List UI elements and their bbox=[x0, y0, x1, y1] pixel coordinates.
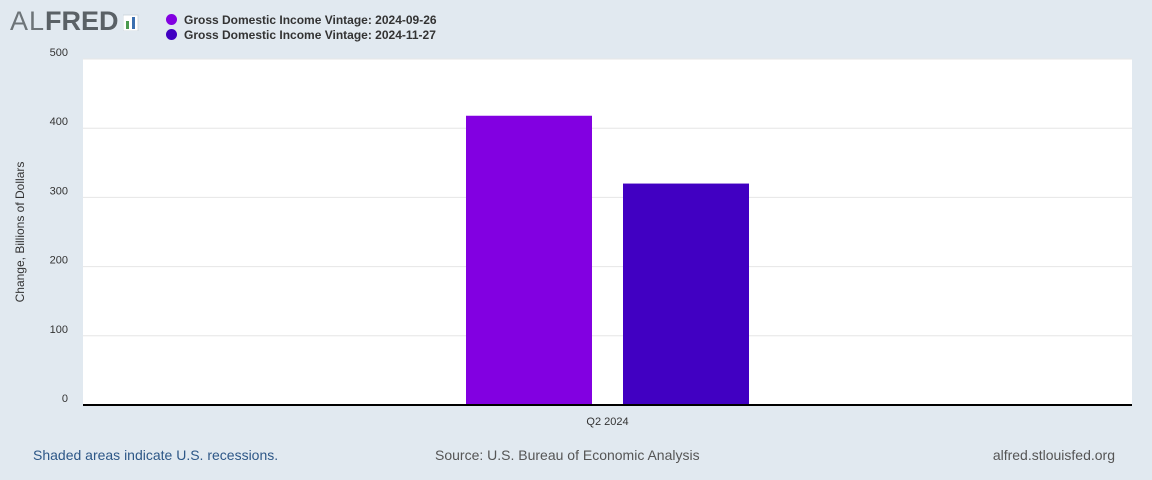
site-link[interactable]: alfred.stlouisfed.org bbox=[992, 447, 1115, 463]
grid-lines bbox=[83, 58, 1132, 337]
plot-area bbox=[83, 59, 1132, 405]
chart-legend: Gross Domestic Income Vintage: 2024-09-2… bbox=[166, 12, 437, 42]
y-tick-label: 400 bbox=[50, 116, 68, 128]
recession-note-link[interactable]: Shaded areas indicate U.S. recessions. bbox=[33, 447, 279, 463]
legend-swatch-series-2 bbox=[166, 29, 177, 40]
alfred-logo[interactable]: AL FRED bbox=[10, 7, 139, 35]
logo-prefix: AL bbox=[10, 6, 46, 36]
logo-main: FRED bbox=[45, 6, 119, 36]
legend-item-series-2[interactable]: Gross Domestic Income Vintage: 2024-11-2… bbox=[166, 27, 437, 42]
legend-label-series-1: Gross Domestic Income Vintage: 2024-09-2… bbox=[184, 12, 437, 27]
y-axis-ticks: 0 100 200 300 400 500 bbox=[50, 47, 68, 405]
bar-chart: 0 100 200 300 400 500 Q2 2024 Change, Billion… bbox=[13, 47, 1132, 428]
fred-bars-icon bbox=[122, 14, 138, 31]
y-tick-label: 100 bbox=[50, 324, 68, 336]
bar-series bbox=[466, 115, 749, 405]
y-tick-label: 0 bbox=[62, 393, 68, 405]
bar-series-2[interactable] bbox=[623, 183, 749, 405]
y-tick-label: 500 bbox=[50, 47, 68, 59]
y-axis-label: Change, Billions of Dollars bbox=[13, 162, 27, 303]
bar-series-1[interactable] bbox=[466, 115, 592, 405]
y-tick-label: 200 bbox=[50, 255, 68, 267]
y-tick-label: 300 bbox=[50, 185, 68, 197]
x-tick-label: Q2 2024 bbox=[586, 416, 628, 428]
x-axis-ticks: Q2 2024 bbox=[586, 416, 628, 428]
legend-label-series-2: Gross Domestic Income Vintage: 2024-11-2… bbox=[184, 27, 436, 42]
source-note: Source: U.S. Bureau of Economic Analysis bbox=[435, 447, 700, 463]
legend-item-series-1[interactable]: Gross Domestic Income Vintage: 2024-09-2… bbox=[166, 12, 437, 27]
legend-swatch-series-1 bbox=[166, 14, 177, 25]
